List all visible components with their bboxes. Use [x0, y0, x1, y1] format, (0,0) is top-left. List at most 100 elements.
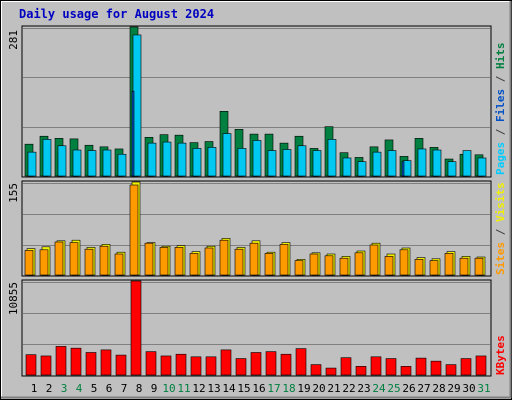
bar-files-day-28 [432, 149, 442, 177]
bar-kbytes-day-3 [55, 346, 67, 376]
bar-kbytes-day-29 [445, 364, 457, 376]
bar-kbytes-day-31 [475, 355, 487, 376]
bar-files-day-13 [207, 147, 217, 177]
bar-sites-day-16 [249, 242, 259, 276]
bar-files-day-2 [42, 139, 52, 177]
bar-files-day-25 [387, 150, 397, 177]
x-tick-day-27: 27 [417, 382, 430, 395]
x-tick-day-31: 31 [477, 382, 490, 395]
legend-visits: Visits [494, 182, 507, 222]
bar-files-day-31 [477, 157, 487, 177]
bar-kbytes-day-6 [100, 349, 112, 376]
bar-sites-day-24 [369, 244, 379, 276]
x-tick-day-6: 6 [106, 382, 113, 395]
panel1-ymax-label: 281 [7, 30, 20, 50]
bar-kbytes-day-2 [40, 355, 52, 376]
x-tick-day-8: 8 [136, 382, 143, 395]
bar-kbytes-day-8 [130, 280, 142, 376]
x-tick-day-22: 22 [342, 382, 355, 395]
bar-kbytes-day-16 [250, 352, 262, 376]
bar-sites-day-8 [129, 184, 139, 276]
bar-sites-day-22 [339, 257, 349, 276]
bar-files-day-15 [237, 148, 247, 177]
bar-kbytes-day-14 [220, 349, 232, 376]
panel3-right-legend: KBytes [494, 335, 507, 375]
bar-sites-day-19 [294, 260, 304, 276]
bar-kbytes-day-20 [310, 364, 322, 376]
panel3-ymax-label: 10855 [7, 282, 20, 315]
bar-kbytes-day-1 [25, 354, 37, 376]
bar-kbytes-day-19 [295, 348, 307, 376]
bar-files-day-10 [162, 141, 172, 177]
bar-kbytes-day-21 [325, 367, 337, 376]
legend-sep-2: / [494, 69, 507, 89]
bar-kbytes-day-18 [280, 353, 292, 376]
bar-files-day-23 [357, 161, 367, 177]
bar-files-day-1 [27, 151, 37, 177]
x-tick-day-4: 4 [76, 382, 83, 395]
chart-title: Daily usage for August 2024 [19, 7, 214, 21]
bar-files-day-5 [87, 150, 97, 177]
x-tick-day-19: 19 [297, 382, 310, 395]
bar-sites-day-17 [264, 253, 274, 276]
bar-sites-day-30 [459, 257, 469, 276]
bar-files-day-24 [372, 151, 382, 177]
legend-sep-3: / [494, 222, 507, 242]
bar-sites-day-3 [54, 241, 64, 276]
x-tick-day-21: 21 [327, 382, 340, 395]
x-tick-day-26: 26 [402, 382, 415, 395]
bar-files-day-6 [102, 149, 112, 177]
bar-sites-day-5 [84, 248, 94, 276]
bar-kbytes-day-27 [415, 357, 427, 376]
legend-hits: Hits [494, 43, 507, 70]
bar-sites-day-14 [219, 239, 229, 276]
bar-files-day-3 [57, 145, 67, 177]
x-tick-day-16: 16 [252, 382, 265, 395]
bar-sites-day-23 [354, 252, 364, 276]
bar-sites-day-4 [69, 242, 79, 276]
bar-kbytes-day-10 [160, 355, 172, 376]
bar-files-day-18 [282, 149, 292, 177]
panel1-right-legend: Pages / Files / Hits [494, 43, 507, 176]
bar-kbytes-day-24 [370, 356, 382, 376]
bar-kbytes-day-26 [400, 366, 412, 376]
bar-files-day-19 [297, 145, 307, 177]
legend-kbytes: KBytes [494, 335, 507, 375]
bar-sites-day-12 [189, 253, 199, 276]
x-tick-day-17: 17 [267, 382, 280, 395]
x-tick-day-9: 9 [151, 382, 158, 395]
x-tick-day-1: 1 [31, 382, 38, 395]
bar-sites-day-18 [279, 244, 289, 276]
bar-sites-day-20 [309, 253, 319, 276]
bar-sites-day-28 [429, 260, 439, 276]
bar-sites-day-9 [144, 242, 154, 276]
bar-sites-day-1 [24, 250, 34, 276]
bar-sites-day-7 [114, 253, 124, 276]
bar-files-day-29 [447, 161, 457, 177]
x-tick-day-7: 7 [121, 382, 128, 395]
bar-kbytes-day-22 [340, 357, 352, 376]
legend-sep-1: / [494, 122, 507, 142]
bar-kbytes-day-12 [190, 356, 202, 376]
x-tick-day-15: 15 [237, 382, 250, 395]
bar-sites-day-6 [99, 245, 109, 276]
bar-sites-day-10 [159, 247, 169, 276]
bar-kbytes-day-5 [85, 352, 97, 376]
x-tick-day-23: 23 [357, 382, 370, 395]
bar-files-day-27 [417, 148, 427, 177]
x-tick-day-24: 24 [372, 382, 386, 395]
bar-kbytes-day-9 [145, 351, 157, 376]
x-tick-day-28: 28 [432, 382, 445, 395]
bar-files-day-21 [327, 139, 337, 177]
x-tick-day-3: 3 [61, 382, 68, 395]
bar-sites-day-13 [204, 247, 214, 276]
x-tick-day-5: 5 [91, 382, 98, 395]
bar-sites-day-11 [174, 247, 184, 276]
x-axis-labels: 1 2 3 4 5 6 7 8 9 10 11 12 13 14 15 16 17 18 19 20 21 22 23 24 2… [31, 382, 491, 395]
x-tick-day-2: 2 [46, 382, 53, 395]
bar-sites-day-31 [474, 257, 484, 276]
x-tick-day-12: 12 [192, 382, 205, 395]
bar-sites-day-29 [444, 253, 454, 276]
chart-marks [23, 26, 490, 376]
